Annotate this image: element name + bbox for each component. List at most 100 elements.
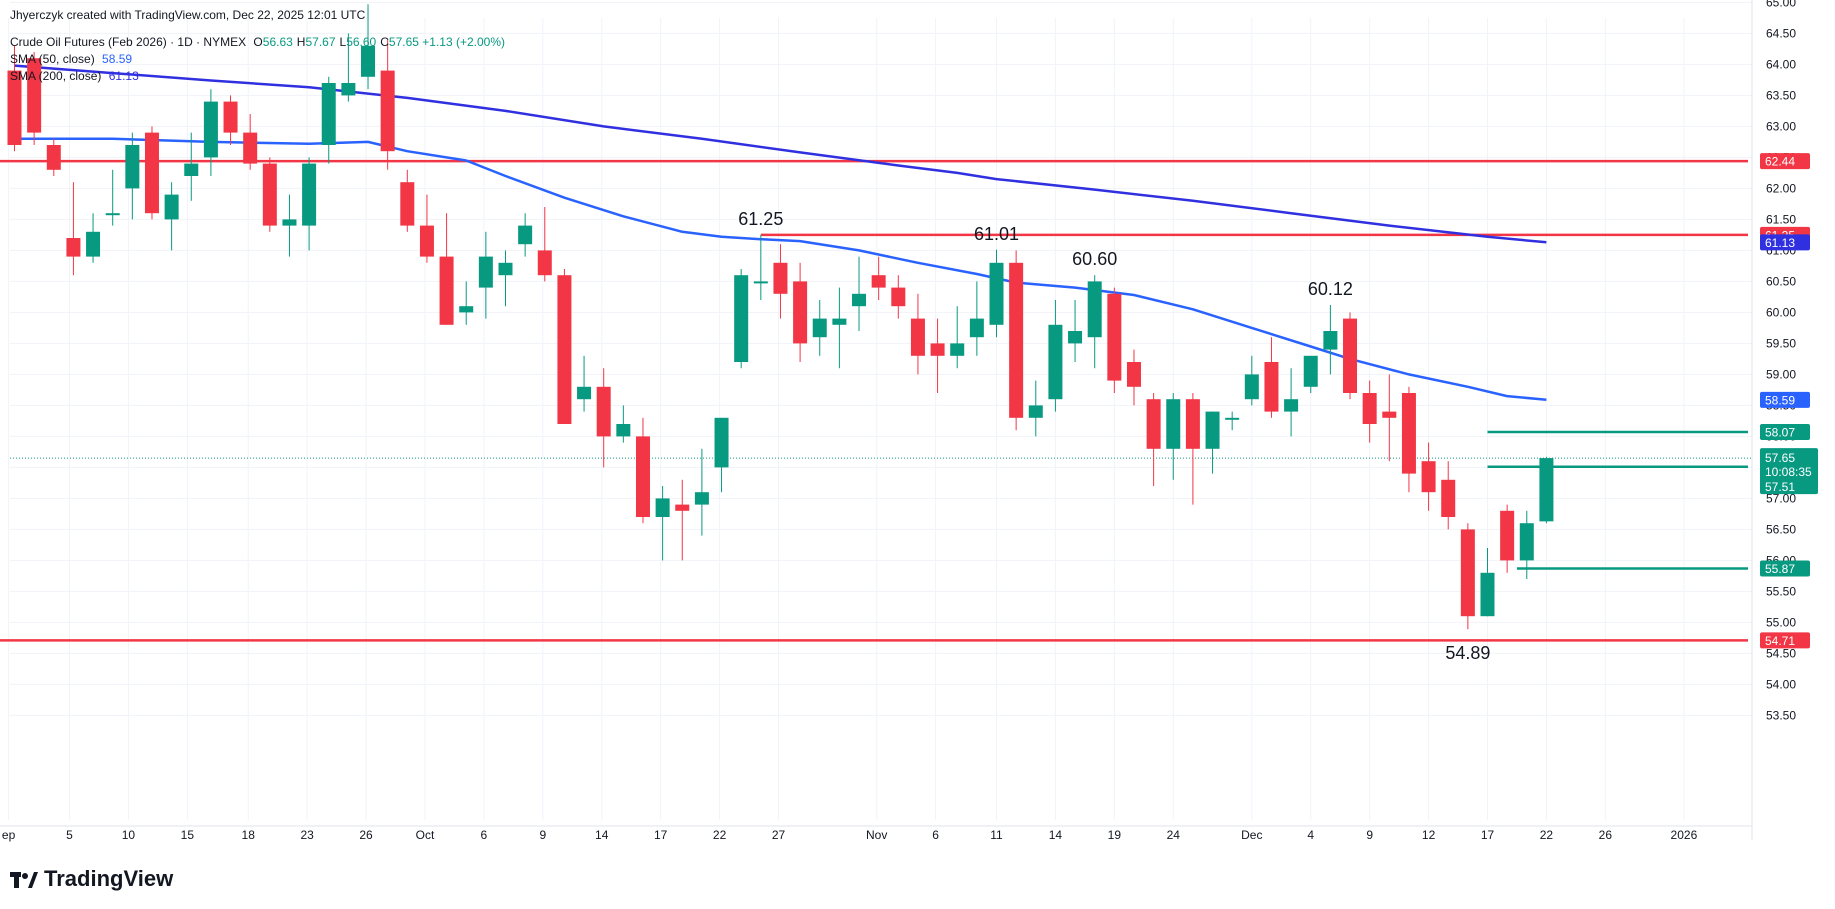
candle-body[interactable] [478,256,493,288]
candle-body[interactable] [1185,399,1200,449]
candle-body[interactable] [380,70,395,152]
candle-body[interactable] [1107,293,1122,381]
candle-body[interactable] [1362,393,1377,424]
candle-body[interactable] [989,262,1004,325]
candle-body[interactable] [262,163,277,226]
candle-body[interactable] [1244,374,1259,400]
sma200-line[interactable] [14,64,1547,244]
candle-body[interactable] [321,83,336,145]
candle-body[interactable] [1009,262,1024,418]
candle-body[interactable] [1126,362,1141,387]
candle-body[interactable] [86,231,101,257]
y-tick-label: 65.00 [1766,0,1796,9]
ohlc-key-c: C [380,35,389,49]
tradingview-logo[interactable]: TradingView [10,866,173,892]
candle-body[interactable] [1303,355,1318,387]
candle-body[interactable] [793,281,808,344]
candle-body[interactable] [243,132,258,164]
candle-body[interactable] [1048,324,1063,400]
candle-body[interactable] [1166,399,1181,449]
y-tick-label: 63.50 [1766,88,1796,102]
price-change: +1.13 (+2.00%) [422,35,505,49]
candle-body[interactable] [400,182,415,226]
sma200-legend[interactable]: SMA (200, close) 61.13 [10,69,139,83]
price-annotation: 60.12 [1308,279,1353,299]
sma50-legend[interactable]: SMA (50, close) 58.59 [10,52,132,66]
candle-body[interactable] [419,225,434,257]
candle-body[interactable] [459,306,474,313]
candle-body[interactable] [1225,417,1240,420]
sma-price-label-bg [1760,234,1810,251]
candle-body[interactable] [753,281,768,284]
candle-body[interactable] [184,163,199,176]
candle-body[interactable] [891,287,906,307]
candle-body[interactable] [1323,331,1338,350]
candle-body[interactable] [498,262,513,276]
ohlc-values: O56.63 H57.67 L56.60 C57.65 [249,35,422,49]
candle-body[interactable] [871,275,886,288]
candle-body[interactable] [1421,461,1436,493]
candle-body[interactable] [27,58,42,133]
candle-body[interactable] [675,504,690,511]
candle-body[interactable] [1028,405,1043,418]
candle-body[interactable] [714,417,729,468]
candle-body[interactable] [832,318,847,325]
candle-body[interactable] [164,194,179,220]
candle-body[interactable] [596,386,611,437]
x-tick-label: 26 [1599,828,1613,842]
candle-body[interactable] [1284,399,1299,412]
candle-body[interactable] [930,343,945,356]
candle-body[interactable] [361,45,376,77]
candle-body[interactable] [223,101,238,133]
candle-body[interactable] [1401,393,1416,474]
candle-body[interactable] [537,250,552,276]
candle-body[interactable] [1480,572,1495,617]
candle-body[interactable] [1382,411,1397,418]
candle-body[interactable] [1343,318,1358,393]
candle-body[interactable] [125,145,140,189]
candle-body[interactable] [105,213,120,216]
candle-body[interactable] [1500,510,1515,561]
ohlc-value-o: 56.63 [262,35,293,49]
candle-body[interactable] [1441,479,1456,517]
y-tick-label: 53.50 [1766,708,1796,722]
candle-body[interactable] [616,424,631,437]
candle-body[interactable] [950,343,965,356]
candle-body[interactable] [1519,523,1534,561]
candle-body[interactable] [1539,458,1554,522]
x-tick-label: 2026 [1671,828,1698,842]
candle-body[interactable] [439,256,454,325]
candle-body[interactable] [1146,399,1161,449]
x-tick-label: Nov [866,828,887,842]
candle-body[interactable] [812,318,827,338]
candle-body[interactable] [694,492,709,505]
candle-body[interactable] [203,101,218,158]
candle-body[interactable] [1205,411,1220,449]
level-price-label: 62.44 [1765,155,1795,169]
candle-body[interactable] [734,275,749,362]
candle-body[interactable] [557,275,572,424]
candle-body[interactable] [302,163,317,226]
candle-body[interactable] [655,498,670,517]
candle-body[interactable] [577,386,592,400]
candle-body[interactable] [144,132,159,214]
candle-body[interactable] [1264,362,1279,412]
candle-body[interactable] [66,238,81,257]
symbol-title: Crude Oil Futures (Feb 2026) · 1D · NYME… [10,35,247,49]
candle-body[interactable] [7,70,22,145]
candle-body[interactable] [910,318,925,356]
candle-body[interactable] [46,145,61,170]
candle-body[interactable] [1087,281,1102,338]
candle-body[interactable] [635,436,650,517]
candle-body[interactable] [282,219,297,226]
candle-body[interactable] [773,262,788,294]
candle-body[interactable] [852,293,867,307]
candle-body[interactable] [518,225,533,245]
candle-body[interactable] [1460,529,1475,617]
candle-body[interactable] [1068,331,1083,344]
candle-body[interactable] [969,318,984,338]
x-tick-label: 14 [1049,828,1063,842]
x-tick-label: 6 [481,828,488,842]
candle-body[interactable] [341,83,356,96]
